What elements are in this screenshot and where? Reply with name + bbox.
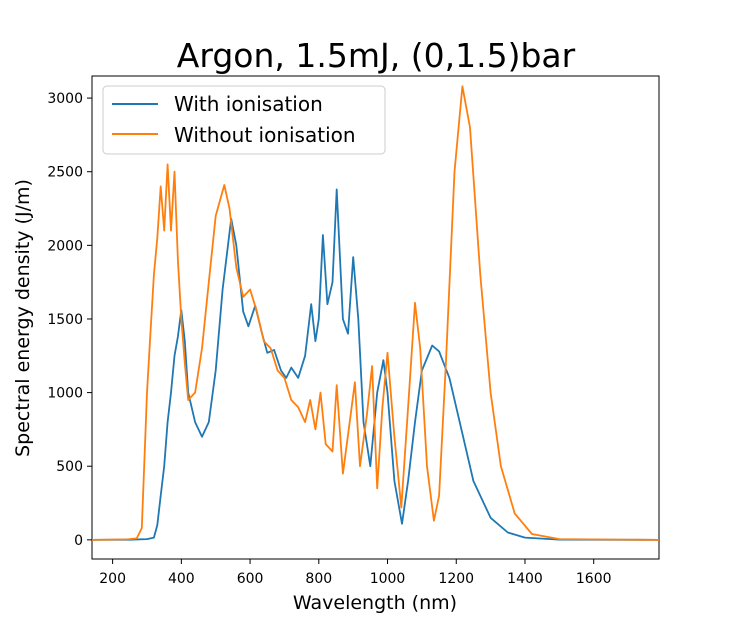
- x-tick-label: 200: [99, 571, 126, 587]
- y-tick-label: 1000: [47, 386, 83, 402]
- x-tick-label: 800: [305, 571, 332, 587]
- legend-box: [102, 85, 386, 155]
- x-tick-label: 1600: [576, 571, 612, 587]
- y-tick-label: 500: [56, 459, 83, 475]
- series-layer: [91, 85, 660, 541]
- y-tick-label: 2000: [47, 238, 83, 254]
- x-tick-label: 1400: [507, 571, 543, 587]
- legend-label-with-ionisation: With ionisation: [174, 92, 323, 116]
- y-axis-title: Spectral energy density (J/m): [12, 179, 34, 457]
- x-tick-label: 1200: [438, 571, 474, 587]
- series-line-without-ionisation: [91, 85, 660, 541]
- x-axis-title: Wavelength (nm): [293, 592, 457, 614]
- x-tick-label: 1000: [370, 571, 406, 587]
- x-tick-label: 600: [237, 571, 264, 587]
- y-tick-label: 3000: [47, 91, 83, 107]
- y-tick-label: 0: [74, 533, 83, 549]
- legend: With ionisation Without ionisation: [102, 85, 386, 155]
- chart-title: Argon, 1.5mJ, (0,1.5)bar: [177, 36, 576, 75]
- x-tick-label: 400: [168, 571, 195, 587]
- plot-frame: [91, 75, 660, 560]
- y-axis-ticks: 0 500 1000 1500 2000 2500 3000: [47, 91, 92, 549]
- series-line-with-ionisation: [91, 188, 660, 541]
- y-tick-label: 1500: [47, 312, 83, 328]
- x-axis-ticks: 200 400 600 800 1000 1200 1400 1600: [99, 559, 612, 587]
- y-tick-label: 2500: [47, 165, 83, 181]
- legend-label-without-ionisation: Without ionisation: [174, 123, 356, 147]
